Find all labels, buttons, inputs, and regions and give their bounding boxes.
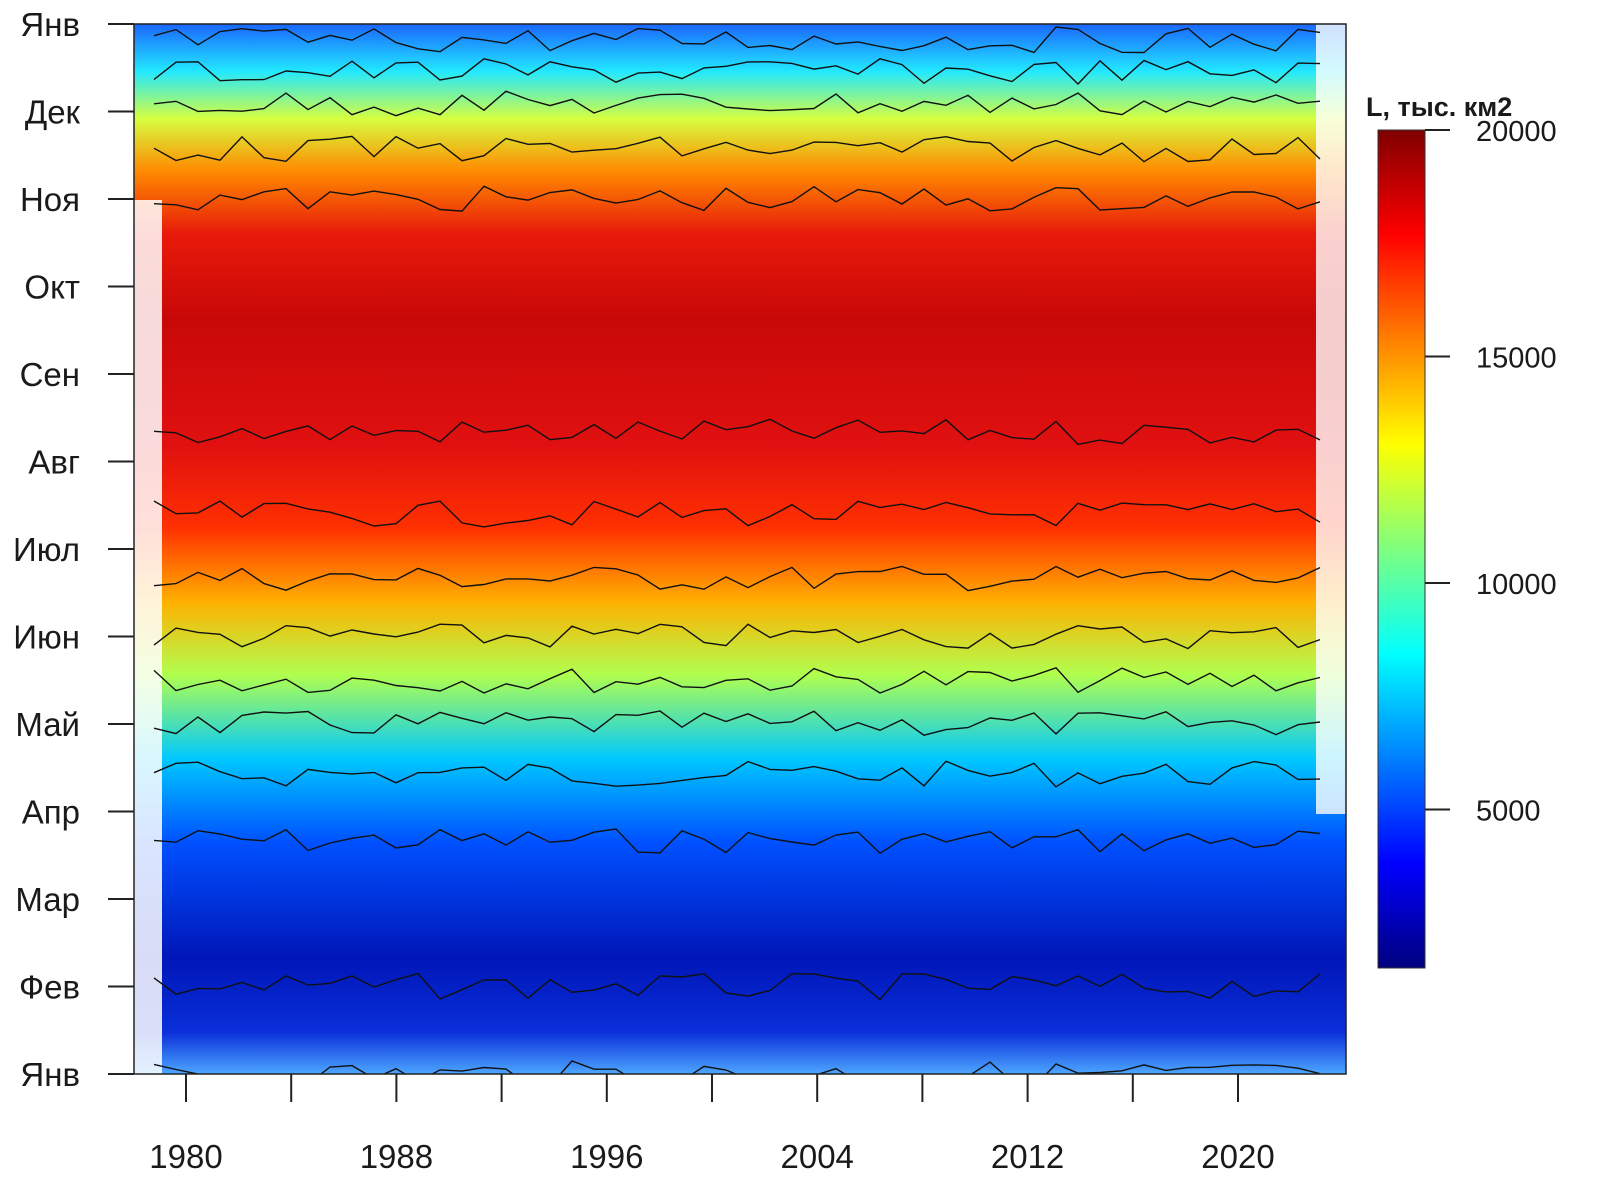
x-tick-label: 2020 bbox=[1201, 1138, 1274, 1175]
y-tick-label: Окт bbox=[24, 269, 80, 306]
contour-line bbox=[153, 666, 1321, 694]
heatmap-field bbox=[134, 24, 1346, 1074]
contour-line bbox=[153, 710, 1321, 736]
y-tick-label: Янв bbox=[20, 1056, 80, 1093]
colorbar-ticks: 5000 10000 15000 20000 bbox=[1425, 116, 1557, 827]
x-tick-label: 1996 bbox=[570, 1138, 643, 1175]
y-tick-label: Фев bbox=[19, 969, 80, 1006]
y-axis: Янв Фев Мар Апр Май Июн Июл Авг Сен Окт Ноя Дек Янв bbox=[13, 6, 134, 1093]
y-tick-label: Мар bbox=[15, 881, 80, 918]
right-edge-fade bbox=[1316, 24, 1346, 814]
contour-line bbox=[153, 828, 1321, 855]
x-tick-label: 2004 bbox=[780, 1138, 853, 1175]
contour-line bbox=[153, 185, 1321, 212]
contour-line bbox=[153, 58, 1321, 85]
contour-line bbox=[153, 500, 1321, 528]
contour-lines bbox=[153, 26, 1321, 1074]
contour-line bbox=[153, 26, 1321, 54]
y-tick-label: Дек bbox=[25, 94, 81, 131]
y-tick-label: Июл bbox=[13, 531, 80, 568]
colorbar-tick-label: 20000 bbox=[1476, 116, 1557, 148]
contour-line bbox=[153, 972, 1321, 1001]
y-tick-label: Ноя bbox=[20, 181, 80, 218]
x-axis: 1980 1988 1996 2004 2012 2020 bbox=[149, 1074, 1275, 1175]
colorbar-bar bbox=[1377, 129, 1426, 969]
contour-line bbox=[153, 760, 1321, 788]
contour-line bbox=[153, 418, 1321, 446]
y-tick-label: Май bbox=[15, 706, 80, 743]
colorbar-tick-label: 10000 bbox=[1476, 569, 1557, 601]
contour-line bbox=[153, 135, 1321, 163]
y-tick-label: Авг bbox=[28, 444, 80, 481]
contour-line bbox=[153, 90, 1321, 117]
y-tick-label: Янв bbox=[20, 6, 80, 43]
x-tick-label: 1980 bbox=[149, 1138, 222, 1175]
left-edge-fade bbox=[134, 200, 162, 1074]
x-tick-label: 1988 bbox=[360, 1138, 433, 1175]
contour-line bbox=[153, 623, 1321, 650]
plot-area bbox=[134, 24, 1346, 1074]
y-tick-label: Апр bbox=[22, 794, 80, 831]
y-tick-label: Сен bbox=[20, 356, 80, 393]
colorbar-tick-label: 15000 bbox=[1476, 342, 1557, 374]
x-tick-label: 2012 bbox=[991, 1138, 1064, 1175]
colorbar-title: L, тыс. км2 bbox=[1366, 92, 1512, 122]
contour-line bbox=[153, 1060, 1321, 1074]
colorbar: L, тыс. км2 5000 10000 15000 20000 bbox=[1366, 92, 1557, 969]
y-tick-label: Июн bbox=[13, 619, 80, 656]
contour-line bbox=[153, 565, 1321, 592]
colorbar-tick-label: 5000 bbox=[1476, 795, 1541, 827]
